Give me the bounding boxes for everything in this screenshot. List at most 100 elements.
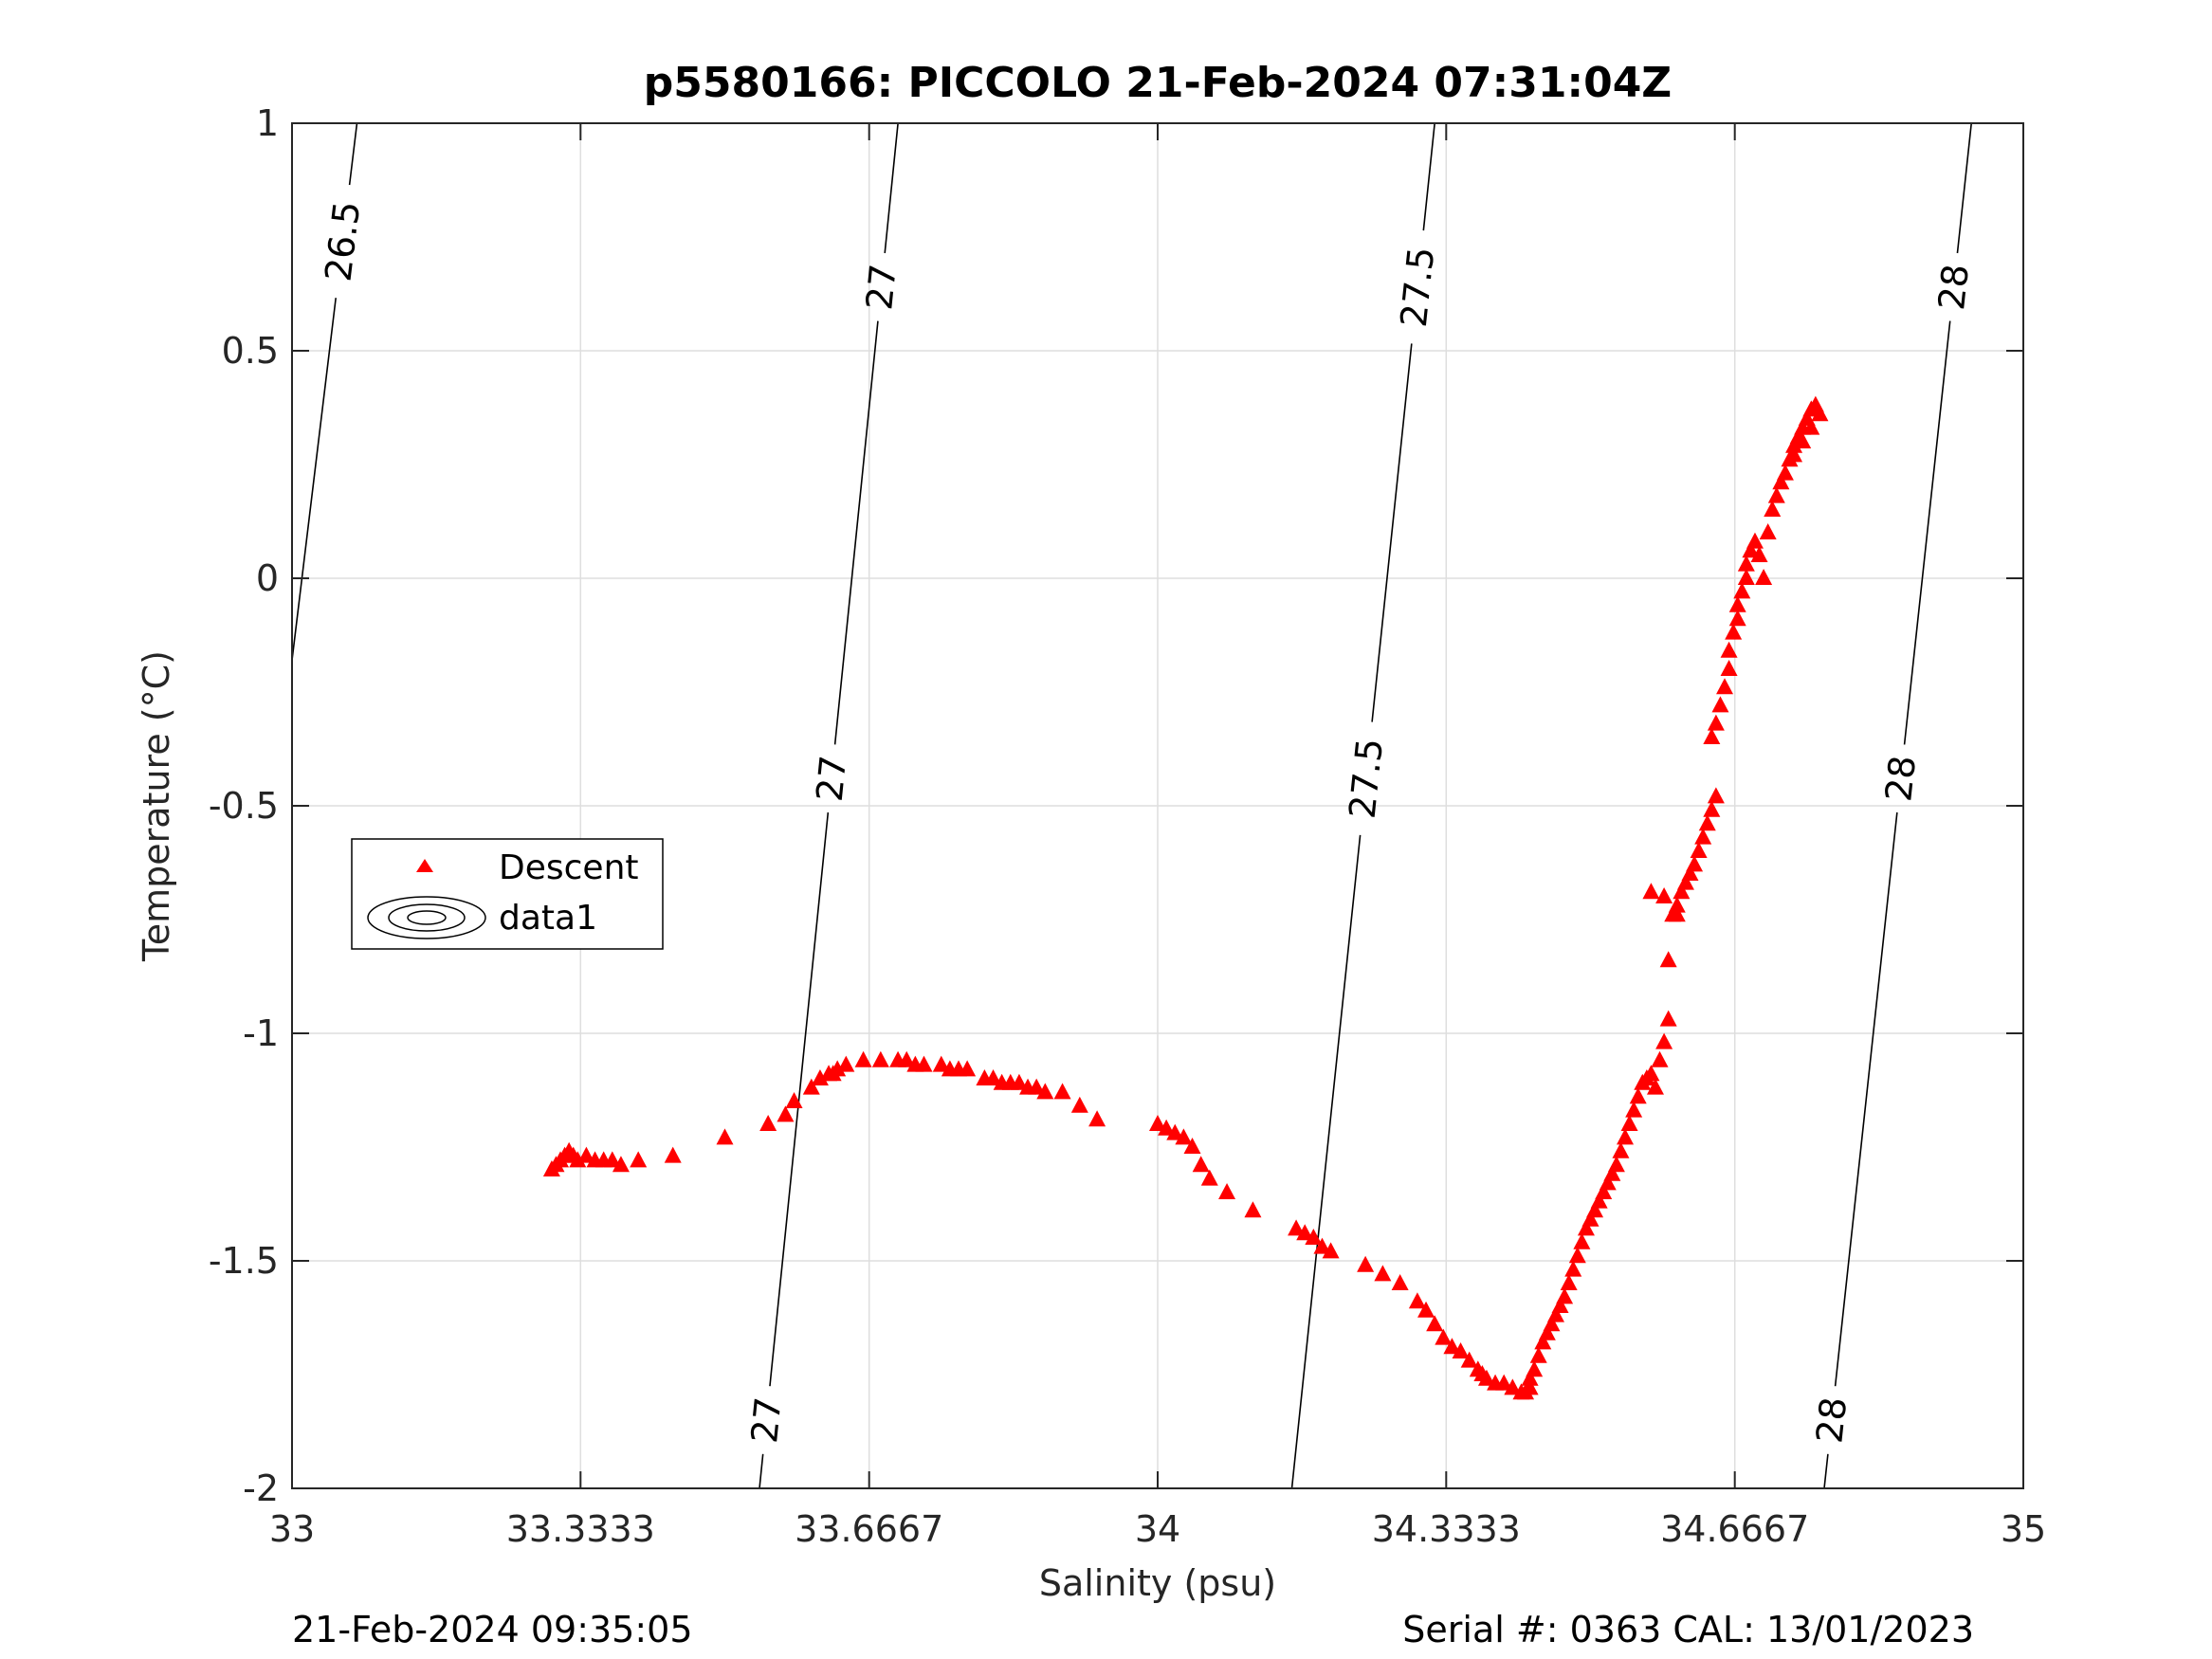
descent-point (1296, 1224, 1314, 1241)
contour-line-28 (1823, 122, 1973, 1489)
x-tick-label: 35 (2001, 1508, 2046, 1550)
descent-point (984, 1069, 1002, 1085)
descent-point (1417, 1301, 1435, 1318)
descent-point (1707, 787, 1725, 804)
contour-label: 27 (809, 754, 855, 804)
descent-point (1607, 1156, 1625, 1173)
descent-point (1764, 501, 1782, 517)
descent-point (1655, 1032, 1673, 1049)
descent-point (630, 1151, 648, 1168)
descent-point (1651, 1050, 1669, 1067)
descent-point (785, 1092, 803, 1108)
descent-point (1010, 1073, 1028, 1090)
descent-point (1655, 887, 1673, 903)
contour-label: 27.5 (1342, 737, 1392, 821)
descent-point (1305, 1229, 1323, 1245)
descent-point (1599, 1174, 1617, 1191)
descent-point (1742, 541, 1760, 558)
descent-point (1755, 569, 1773, 585)
legend-descent-marker (416, 859, 433, 872)
y-tick-label: 0 (256, 557, 279, 599)
descent-point (1538, 1323, 1556, 1340)
descent-point (898, 1050, 916, 1067)
descent-point (1725, 623, 1743, 640)
x-tick-label: 33 (269, 1508, 315, 1550)
legend-contour-icon-inner (388, 903, 466, 932)
descent-point (1703, 728, 1721, 744)
descent-point (915, 1055, 933, 1072)
contour-line-26-5 (291, 122, 358, 661)
descent-point (1504, 1378, 1522, 1395)
descent-point (1772, 473, 1790, 490)
descent-point (1694, 828, 1712, 845)
descent-point (1175, 1128, 1193, 1145)
descent-point (1543, 1315, 1561, 1332)
descent-point (1581, 1210, 1600, 1227)
descent-point (1183, 1138, 1201, 1154)
axis-ticks: 33 33.3333 33.6667 34 34.3333 34.6667 35 -2 -1.5… (209, 102, 2046, 1550)
descent-point (1629, 1087, 1647, 1104)
descent-point (1785, 436, 1803, 453)
descent-point (1659, 1010, 1677, 1027)
y-tick-label: -2 (243, 1468, 279, 1509)
descent-point (1088, 1110, 1106, 1127)
descent-point (1681, 865, 1699, 881)
density-contours: 26.5 27 27 27 27.5 27.5 28 28 28 (291, 122, 1977, 1489)
legend-box (351, 838, 664, 950)
descent-point (1573, 1232, 1591, 1249)
legend-contour-icon (367, 896, 486, 939)
descent-point (1036, 1083, 1054, 1100)
legend: Descent data1 (351, 838, 664, 950)
descent-point (1568, 1247, 1586, 1264)
legend-descent-label: Descent (499, 848, 639, 887)
descent-point (1668, 896, 1686, 913)
descent-point (837, 1055, 855, 1072)
descent-point (1802, 418, 1820, 435)
descent-point (1158, 1119, 1176, 1136)
descent-point (1659, 951, 1677, 968)
grid (292, 123, 2023, 1488)
contour-line-27 (759, 122, 899, 1489)
x-tick-label: 33.6667 (795, 1508, 943, 1550)
descent-point (1728, 595, 1746, 612)
x-tick-label: 34.6667 (1660, 1508, 1809, 1550)
descent-point (1313, 1237, 1331, 1254)
descent-point (777, 1105, 795, 1122)
descent-point (802, 1078, 820, 1095)
contour-label: 28 (1930, 262, 1977, 312)
descent-point (612, 1156, 630, 1173)
descent-point (1521, 1378, 1539, 1395)
footer-timestamp: 21-Feb-2024 09:35:05 (292, 1609, 693, 1650)
descent-point (603, 1151, 621, 1168)
descent-point (1728, 610, 1746, 627)
y-tick-label: -1 (243, 1012, 279, 1054)
x-tick-label: 34.3333 (1372, 1508, 1521, 1550)
descent-point (1646, 1078, 1664, 1095)
descent-point (1495, 1374, 1513, 1391)
contour-line-27-5 (1290, 122, 1435, 1489)
contour-label: 27 (858, 263, 905, 313)
x-axis-label: Salinity (psu) (1039, 1562, 1276, 1604)
descent-point (1391, 1274, 1409, 1290)
descent-point (1625, 1101, 1643, 1118)
descent-point (1776, 464, 1794, 481)
descent-point (1642, 883, 1660, 900)
descent-point (1746, 532, 1764, 549)
descent-point (1192, 1156, 1210, 1173)
descent-point (1720, 660, 1738, 676)
descent-point (1711, 696, 1729, 713)
descent-point (1811, 405, 1829, 422)
descent-point (577, 1146, 595, 1163)
descent-series (542, 395, 1829, 1400)
descent-point (1676, 873, 1694, 890)
chart-title: p5580166: PICCOLO 21-Feb-2024 07:31:04Z (644, 59, 1672, 107)
y-tick-label: -1.5 (209, 1240, 279, 1282)
descent-point (1785, 446, 1803, 463)
descent-point (1707, 714, 1725, 731)
descent-point (1426, 1315, 1444, 1332)
descent-point (1673, 883, 1691, 900)
contour-label: 26.5 (317, 199, 368, 283)
descent-point (1534, 1333, 1552, 1350)
descent-point (1477, 1369, 1495, 1386)
descent-point (1737, 569, 1755, 585)
